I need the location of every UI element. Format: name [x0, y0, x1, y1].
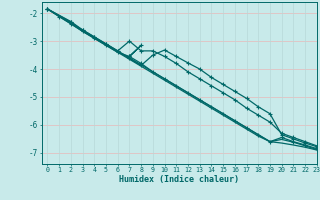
- X-axis label: Humidex (Indice chaleur): Humidex (Indice chaleur): [119, 175, 239, 184]
